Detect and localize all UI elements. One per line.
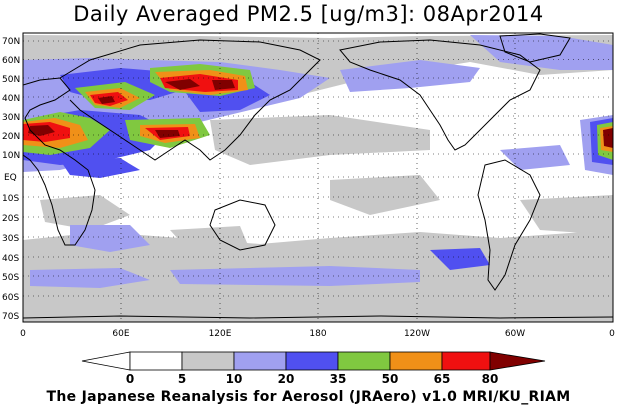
lat-label: EQ	[4, 173, 17, 183]
lon-label: 0	[609, 329, 615, 339]
colorbar-swatch-3	[233, 351, 287, 371]
lat-label: 10N	[2, 151, 20, 161]
colorbar-swatch-0	[81, 351, 131, 371]
longitude-axis: 0 60E 120E 180 120W 60W 0	[20, 329, 615, 339]
lon-label: 0	[20, 329, 26, 339]
coastlines	[23, 33, 613, 319]
map-frame	[22, 32, 614, 323]
colorbar-label: 5	[178, 372, 186, 386]
lat-label: 40S	[2, 254, 19, 264]
colorbar-swatch-6	[389, 351, 443, 371]
lon-label: 120E	[209, 329, 232, 339]
latitude-axis: 70N 60N 50N 40N 30N 20N 10N EQ 10S 20S 3…	[2, 37, 20, 322]
lon-label: 60W	[505, 329, 525, 339]
lat-label: 50S	[2, 273, 19, 283]
lat-label: 30S	[2, 234, 19, 244]
colorbar-label: 35	[330, 372, 347, 386]
colorbar-labels: 0 5 10 20 35 50 65 80	[126, 372, 499, 386]
pm25-band-5-10	[23, 35, 613, 322]
lat-label: 60S	[2, 293, 19, 303]
lat-label: 40N	[2, 94, 20, 104]
pm25-band-80-plus	[28, 79, 613, 148]
colorbar-label: 65	[434, 372, 451, 386]
lat-label: 30N	[2, 113, 20, 123]
lat-label: 50N	[2, 75, 20, 85]
colorbar-label: 80	[482, 372, 499, 386]
lat-label: 20S	[2, 214, 19, 224]
lat-label: 10S	[2, 194, 19, 204]
lat-label: 60N	[2, 56, 20, 66]
lon-label: 120W	[404, 329, 430, 339]
colorbar-swatch-1	[129, 351, 183, 371]
colorbar-label: 50	[382, 372, 399, 386]
lon-label: 60E	[112, 329, 129, 339]
colorbar-swatch-5	[337, 351, 391, 371]
colorbar-swatch-7	[441, 351, 491, 371]
pm25-field	[23, 33, 613, 322]
colorbar-label: 0	[126, 372, 134, 386]
colorbar-label: 20	[278, 372, 295, 386]
gridlines	[23, 33, 613, 322]
lat-label: 70S	[2, 312, 19, 322]
colorbar-swatch-8	[489, 351, 546, 371]
data-credit: The Japanese Reanalysis for Aerosol (JRA…	[46, 389, 571, 405]
lat-label: 20N	[2, 132, 20, 142]
map-title: Daily Averaged PM2.5 [ug/m3]: 08Apr2014	[73, 2, 544, 26]
colorbar	[81, 351, 546, 371]
lon-label: 180	[309, 329, 326, 339]
colorbar-label: 10	[226, 372, 243, 386]
lat-label: 70N	[2, 37, 20, 47]
colorbar-swatch-2	[181, 351, 235, 371]
colorbar-swatch-4	[285, 351, 339, 371]
